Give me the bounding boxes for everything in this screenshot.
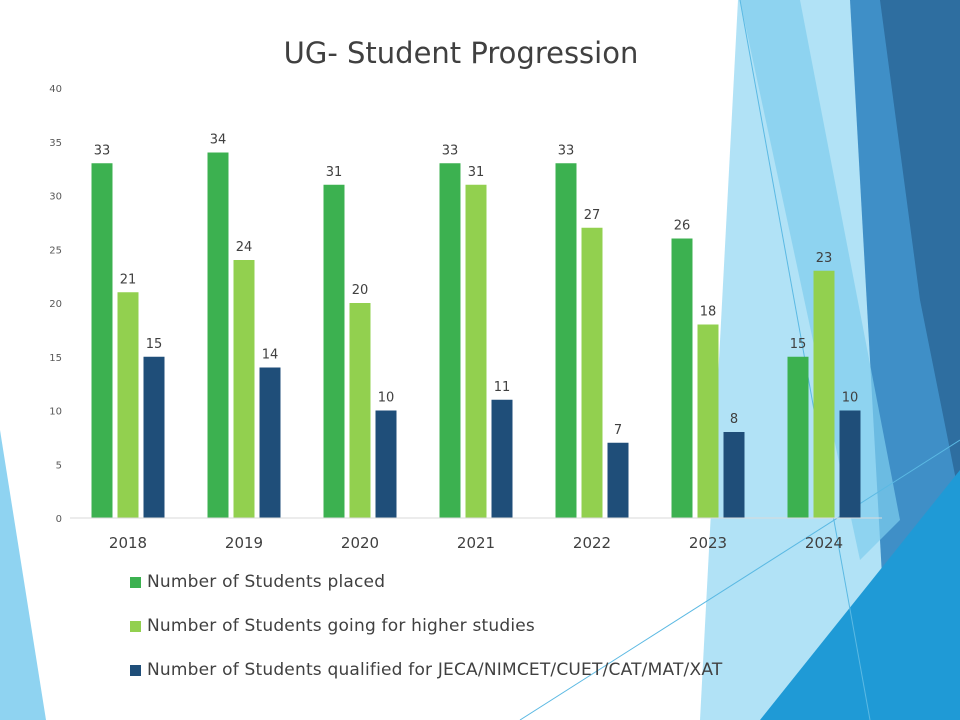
data-label: 33 (558, 143, 575, 158)
x-tick-label: 2024 (805, 534, 843, 552)
bar-2022-series-2 (581, 227, 603, 518)
data-label-group: 33 21 15 34 24 14 31 20 10 33 31 11 33 27 7 26 18 8 15 23 10 (94, 133, 859, 438)
right-bright-shape (760, 470, 960, 720)
x-tick-label: 2018 (109, 534, 147, 552)
data-label: 15 (146, 337, 163, 352)
data-label: 33 (94, 143, 111, 158)
y-tick-label: 25 (49, 245, 62, 256)
y-tick-label: 35 (49, 138, 62, 149)
data-label: 24 (236, 240, 253, 255)
data-label: 15 (790, 337, 807, 352)
y-tick-label: 0 (56, 514, 62, 525)
legend-swatch-qualified (130, 664, 141, 676)
bar-2019-series-1 (207, 152, 229, 518)
data-label: 8 (730, 412, 738, 427)
bar-2018-series-1 (91, 163, 113, 518)
data-label: 31 (468, 165, 485, 180)
chart-title: UG- Student Progression (283, 36, 639, 70)
bar-2024-series-3 (839, 410, 861, 518)
data-label: 20 (352, 283, 369, 298)
bar-2021-series-1 (439, 163, 461, 518)
legend-item-higher-studies: Number of Students going for higher stud… (130, 604, 722, 648)
decor-line-2 (519, 439, 960, 720)
y-tick-label: 10 (49, 407, 62, 418)
x-tick-label: 2023 (689, 534, 727, 552)
y-axis: 0 5 10 15 20 25 30 35 40 (49, 84, 62, 525)
data-label: 10 (378, 391, 395, 406)
y-tick-label: 20 (49, 299, 62, 310)
bar-2019-series-3 (259, 367, 281, 518)
bar-2023-series-3 (723, 432, 745, 518)
bar-2024-series-2 (813, 270, 835, 518)
data-label: 31 (326, 165, 343, 180)
bar-2023-series-1 (671, 238, 693, 518)
data-label: 18 (700, 305, 717, 320)
bar-2021-series-3 (491, 399, 513, 518)
bar-2018-series-3 (143, 356, 165, 518)
y-tick-label: 15 (49, 353, 62, 364)
bar-2019-series-2 (233, 260, 255, 518)
bar-2020-series-3 (375, 410, 397, 518)
data-label: 7 (614, 423, 622, 438)
data-label: 21 (120, 272, 137, 287)
legend-swatch-higher-studies (130, 620, 141, 632)
data-label: 23 (816, 251, 833, 266)
x-axis: 2018 2019 2020 2021 2022 2023 2024 (70, 517, 882, 552)
data-label: 14 (262, 348, 279, 363)
y-tick-label: 5 (56, 460, 62, 471)
bar-2023-series-2 (697, 324, 719, 518)
data-label: 27 (584, 208, 601, 223)
data-label: 26 (674, 219, 691, 234)
bar-group (91, 152, 861, 518)
bar-2020-series-1 (323, 184, 345, 518)
left-edge-shape (0, 430, 46, 720)
legend-label-higher-studies: Number of Students going for higher stud… (147, 616, 535, 636)
x-tick-label: 2022 (573, 534, 611, 552)
legend: Number of Students placed Number of Stud… (130, 560, 722, 692)
legend-label-qualified: Number of Students qualified for JECA/NI… (147, 660, 723, 680)
legend-item-placed: Number of Students placed (130, 560, 722, 604)
legend-swatch-placed (130, 576, 141, 588)
y-tick-label: 30 (49, 192, 62, 203)
right-dark-shape (880, 0, 960, 500)
legend-label-placed: Number of Students placed (147, 572, 386, 592)
x-tick-label: 2020 (341, 534, 379, 552)
bar-2022-series-1 (555, 163, 577, 518)
x-tick-label: 2021 (457, 534, 495, 552)
data-label: 33 (442, 143, 459, 158)
bar-2022-series-3 (607, 442, 629, 518)
y-tick-label: 40 (49, 84, 62, 95)
data-label: 34 (210, 133, 227, 148)
bar-2024-series-1 (787, 356, 809, 518)
data-label: 11 (494, 380, 511, 395)
legend-item-qualified: Number of Students qualified for JECA/NI… (130, 648, 722, 692)
bar-2018-series-2 (117, 292, 139, 518)
bar-2020-series-2 (349, 303, 371, 518)
data-label: 10 (842, 391, 859, 406)
x-tick-label: 2019 (225, 534, 263, 552)
bar-2021-series-2 (465, 184, 487, 518)
